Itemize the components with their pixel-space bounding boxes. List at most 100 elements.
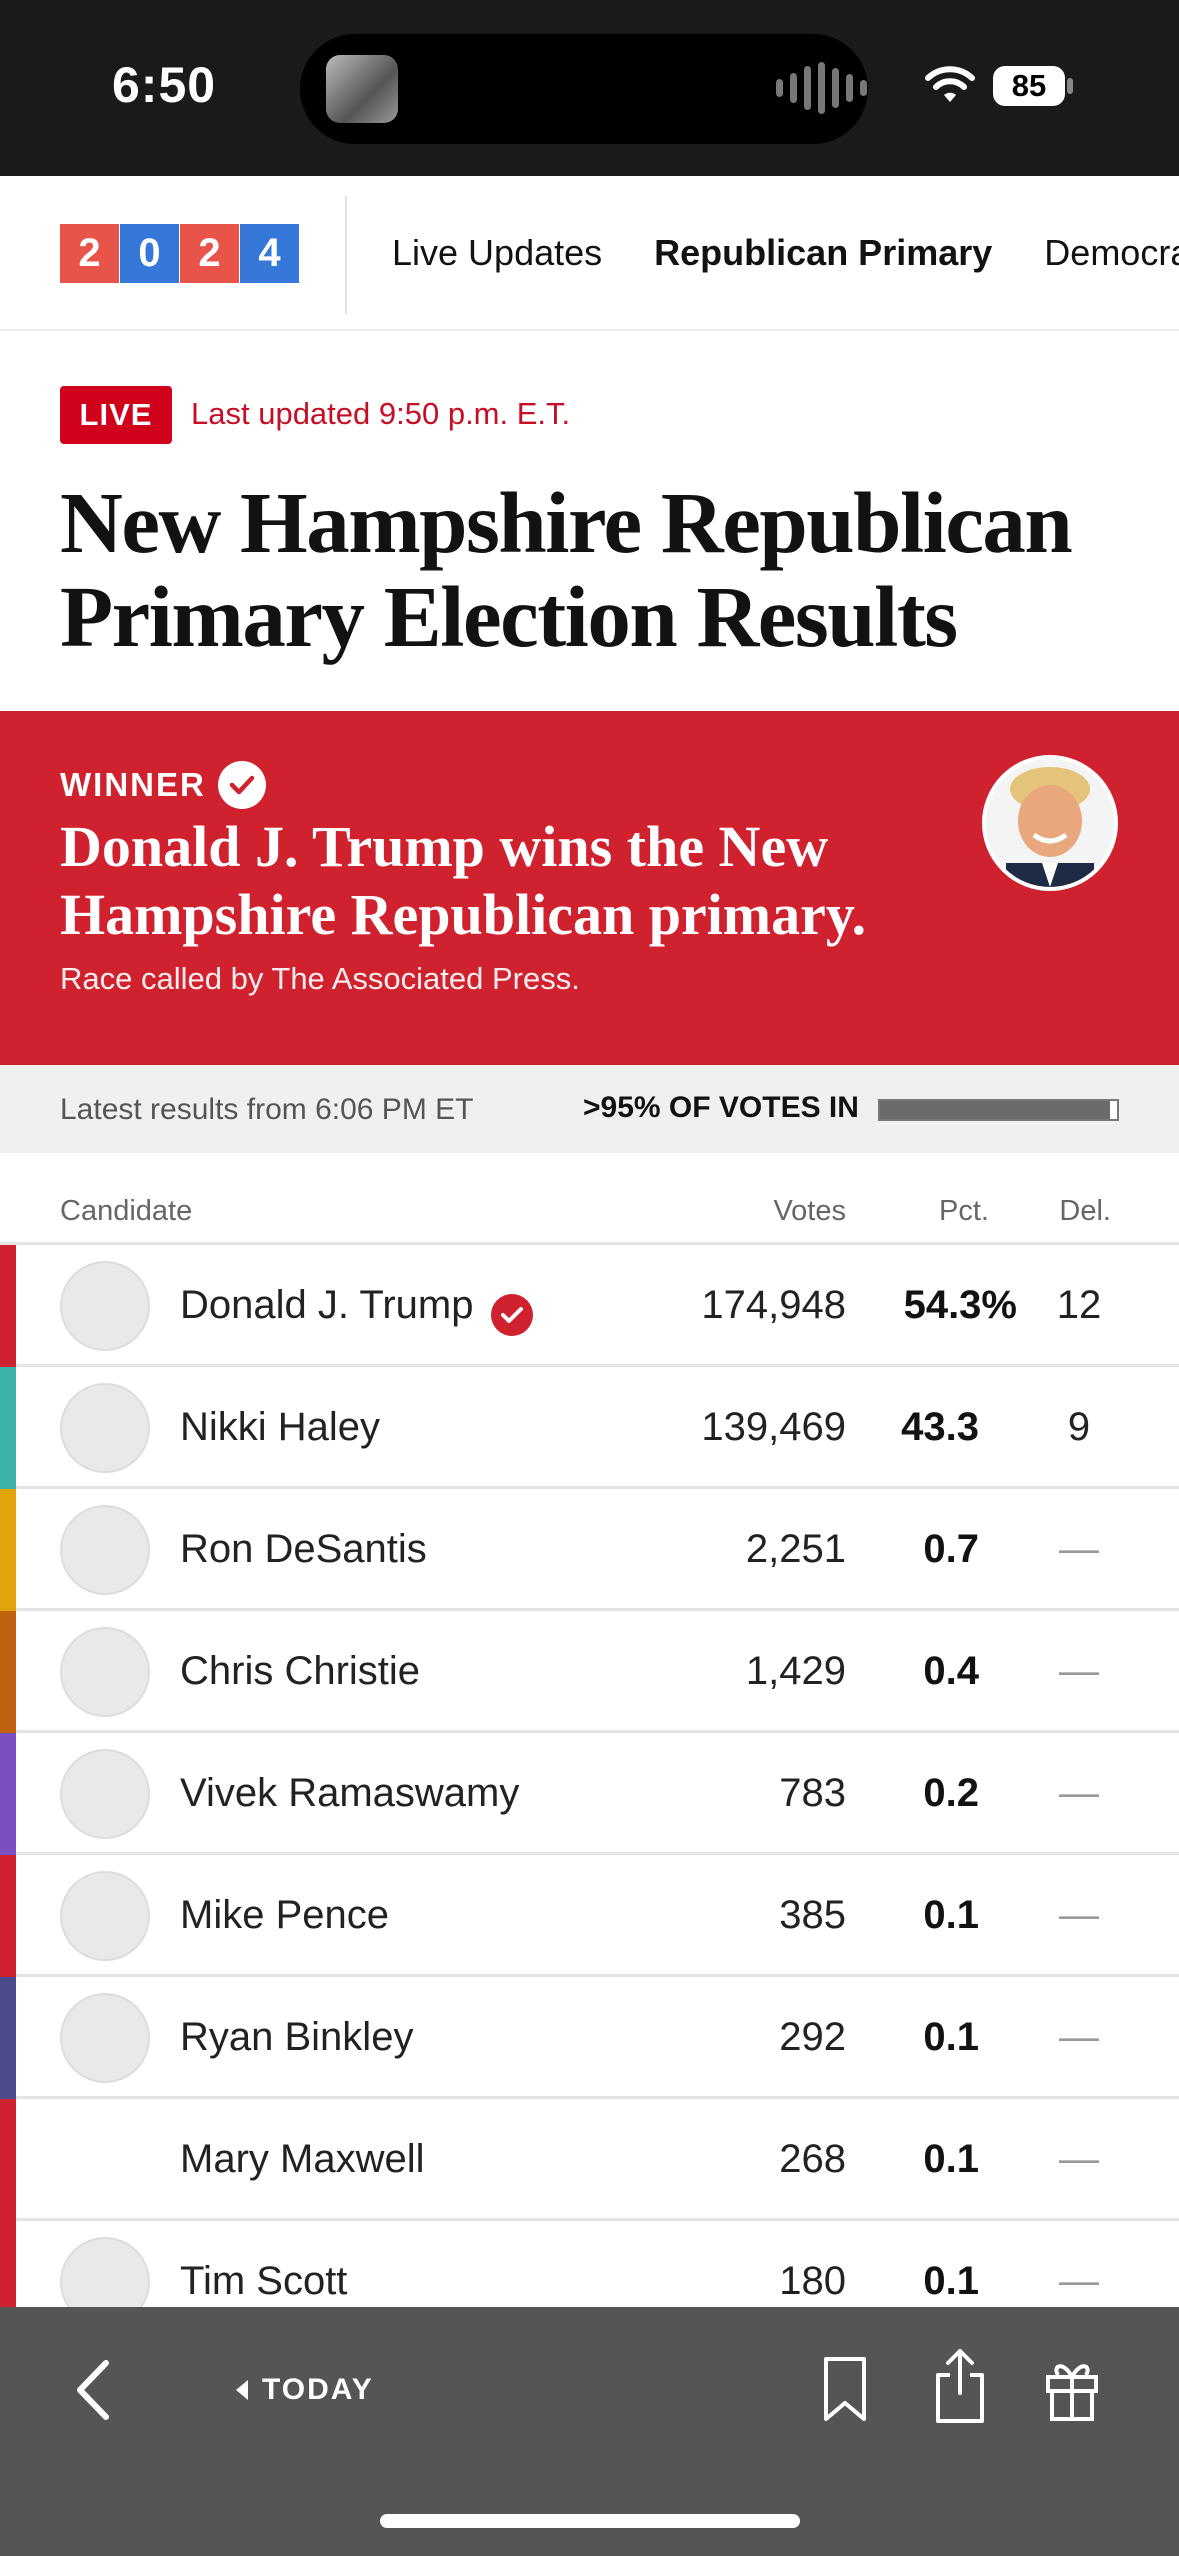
table-row[interactable]: Ryan Binkley 292 0.1 —: [0, 1977, 1179, 2099]
bottom-toolbar: TODAY: [0, 2307, 1179, 2556]
candidate-pct: 0.1: [923, 2015, 979, 2059]
candidate-delegates: —: [1059, 2137, 1099, 2181]
candidate-avatar: [60, 1505, 150, 1595]
candidate-pct: 0.1: [923, 2137, 979, 2181]
candidate-pct: 0.4: [923, 1649, 979, 1693]
share-icon[interactable]: [932, 2347, 988, 2425]
2024-logo[interactable]: 2 0 2 4: [60, 224, 300, 283]
party-color-bar: [0, 1367, 16, 1489]
back-icon[interactable]: [70, 2355, 120, 2425]
live-badge: LIVE: [60, 386, 172, 444]
candidate-votes: 180: [779, 2259, 846, 2303]
candidate-votes: 174,948: [701, 1283, 846, 1327]
audio-waveform-icon: [776, 60, 867, 116]
battery-icon: 85: [993, 66, 1065, 106]
nav-link-republican-primary[interactable]: Republican Primary: [654, 232, 993, 273]
column-header-pct: Pct.: [939, 1195, 989, 1227]
party-color-bar: [0, 1611, 16, 1733]
candidate-name: Nikki Haley: [180, 1405, 381, 1449]
party-color-bar: [0, 1733, 16, 1855]
results-table-header: Candidate Votes Pct. Del.: [0, 1153, 1179, 1245]
candidate-avatar: [60, 1871, 150, 1961]
candidate-delegates: —: [1059, 1893, 1099, 1937]
table-row[interactable]: Mary Maxwell 268 0.1 —: [0, 2099, 1179, 2221]
candidate-avatar: [60, 1383, 150, 1473]
candidate-name: Tim Scott: [180, 2259, 348, 2303]
latest-results-time: Latest results from 6:06 PM ET: [60, 1093, 474, 1126]
party-color-bar: [0, 1245, 16, 1367]
table-row[interactable]: Donald J. Trump 174,948 54.3% 12: [0, 1245, 1179, 1367]
winner-photo: [982, 755, 1118, 891]
candidate-pct: 0.2: [923, 1771, 979, 1815]
party-color-bar: [0, 2221, 16, 2307]
candidate-name: Vivek Ramaswamy: [180, 1771, 520, 1815]
logo-digit: 0: [120, 224, 179, 283]
candidate-delegates: —: [1059, 1771, 1099, 1815]
status-time: 6:50: [112, 57, 217, 113]
nav-links: Live Updates Republican Primary Democra: [392, 232, 1179, 274]
votes-in-progress-fill: [880, 1101, 1110, 1119]
candidate-votes: 385: [779, 1893, 846, 1937]
candidate-name: Mary Maxwell: [180, 2137, 425, 2181]
section-nav: 2 0 2 4 Live Updates Republican Primary …: [0, 176, 1179, 331]
column-header-candidate: Candidate: [60, 1195, 193, 1227]
candidate-votes: 268: [779, 2137, 846, 2181]
logo-digit: 4: [240, 224, 299, 283]
winner-banner: WINNER Donald J. Trump wins the New Hamp…: [0, 711, 1179, 1065]
candidate-delegates: —: [1059, 1649, 1099, 1693]
votes-in-label: >95% OF VOTES IN: [583, 1091, 859, 1124]
candidate-delegates: —: [1059, 1527, 1099, 1571]
candidate-name: Mike Pence: [180, 1893, 389, 1937]
candidate-delegates: 9: [1067, 1405, 1091, 1449]
table-row[interactable]: Chris Christie 1,429 0.4 —: [0, 1611, 1179, 1733]
results-table-body: Donald J. Trump 174,948 54.3% 12 Nikki H…: [0, 1245, 1179, 2307]
table-row[interactable]: Vivek Ramaswamy 783 0.2 —: [0, 1733, 1179, 1855]
candidate-pct: 0.7: [923, 1527, 979, 1571]
candidate-votes: 1,429: [745, 1649, 846, 1693]
nav-link-live-updates[interactable]: Live Updates: [392, 232, 603, 273]
gift-icon[interactable]: [1044, 2357, 1100, 2423]
table-row[interactable]: Mike Pence 385 0.1 —: [0, 1855, 1179, 1977]
header-divider: [610, 1242, 1179, 1245]
candidate-pct: 54.3%: [903, 1283, 1017, 1327]
status-bar: 6:50 85: [0, 0, 1179, 176]
logo-digit: 2: [60, 224, 119, 283]
home-indicator[interactable]: [380, 2514, 800, 2528]
now-playing-thumbnail: [326, 55, 398, 123]
nav-link-democratic[interactable]: Democra: [1044, 232, 1179, 273]
candidate-avatar: [60, 1993, 150, 2083]
header-divider: [0, 1242, 610, 1245]
today-label: TODAY: [262, 2373, 374, 2406]
candidate-name: Donald J. Trump: [180, 1283, 534, 1336]
last-updated: Last updated 9:50 p.m. E.T.: [191, 396, 571, 431]
candidate-delegates: —: [1059, 2015, 1099, 2059]
today-button[interactable]: TODAY: [236, 2373, 374, 2407]
candidate-avatar: [60, 1627, 150, 1717]
candidate-name-text: Donald J. Trump: [180, 1283, 474, 1327]
candidate-name: Ron DeSantis: [180, 1527, 427, 1571]
caret-left-icon: [236, 2380, 248, 2400]
winner-check-icon: [491, 1294, 534, 1336]
check-icon: [217, 761, 266, 809]
candidate-votes: 139,469: [701, 1405, 846, 1449]
candidate-avatar: [60, 1749, 150, 1839]
race-call-note: Race called by The Associated Press.: [60, 961, 580, 996]
bookmark-icon[interactable]: [820, 2355, 870, 2425]
winner-label-row: WINNER: [60, 761, 266, 809]
candidate-name: Ryan Binkley: [180, 2015, 414, 2059]
table-row[interactable]: Nikki Haley 139,469 43.3 9: [0, 1367, 1179, 1489]
table-row[interactable]: Ron DeSantis 2,251 0.7 —: [0, 1489, 1179, 1611]
table-row[interactable]: Tim Scott 180 0.1 —: [0, 2221, 1179, 2307]
party-color-bar: [0, 2099, 16, 2221]
candidate-votes: 292: [779, 2015, 846, 2059]
battery-nub: [1067, 78, 1073, 94]
page-title: New Hampshire Republican Primary Electio…: [60, 474, 1073, 665]
winner-label: WINNER: [60, 766, 206, 803]
candidate-pct: 0.1: [923, 1893, 979, 1937]
candidate-pct: 0.1: [923, 2259, 979, 2303]
results-status-strip: Latest results from 6:06 PM ET >95% OF V…: [0, 1065, 1179, 1153]
winner-headline: Donald J. Trump wins the New Hampshire R…: [60, 814, 867, 947]
column-header-del: Del.: [1059, 1195, 1111, 1227]
wifi-icon: [925, 66, 975, 102]
candidate-delegates: —: [1059, 2259, 1099, 2303]
